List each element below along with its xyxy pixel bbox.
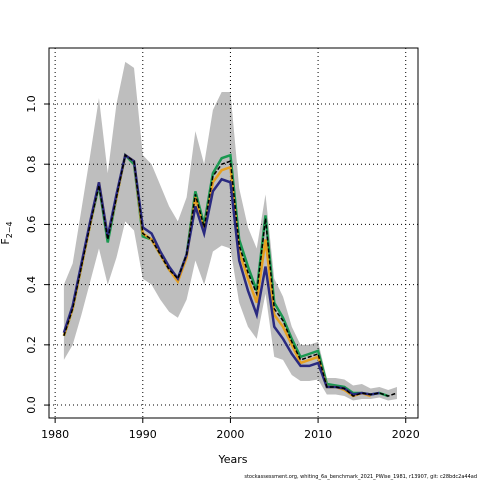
y-label-sub: 2−4 — [5, 221, 14, 238]
plot-frame — [48, 47, 419, 419]
y-tick-label: 1.0 — [25, 95, 38, 113]
footer: stockassessment.org, whiting_6a_benchmar… — [244, 474, 477, 480]
x-tick-label: 2000 — [216, 428, 244, 441]
y-tick-label: 0.2 — [25, 336, 38, 354]
y-tick-label: 0.8 — [25, 155, 38, 173]
x-axis-label: Years — [217, 453, 247, 466]
y-tick-label: 0.6 — [25, 216, 38, 234]
x-tick-label: 1990 — [129, 428, 157, 441]
y-label-main: F — [0, 238, 12, 244]
series-line — [63, 153, 398, 397]
y-axis-label: F2−4 — [0, 221, 14, 244]
y-tick-label: 0.4 — [25, 276, 38, 294]
confidence-band — [63, 61, 397, 401]
x-tick-label: 1980 — [41, 428, 69, 441]
y-tick-label: 0.0 — [25, 396, 38, 414]
x-tick-label: 2010 — [304, 428, 332, 441]
x-tick-label: 2020 — [392, 428, 420, 441]
